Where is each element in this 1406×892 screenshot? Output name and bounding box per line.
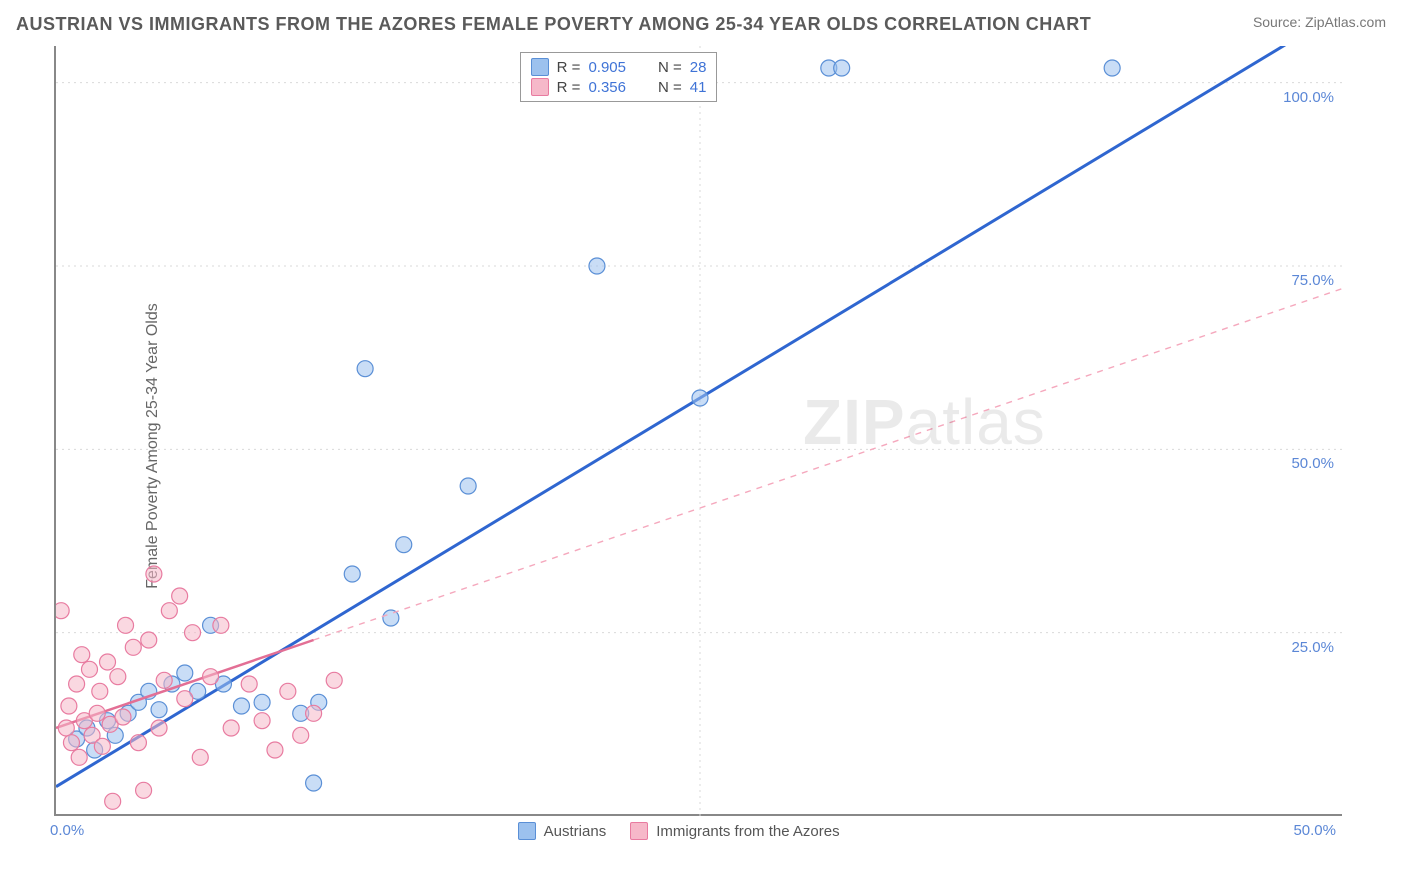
- chart-title: AUSTRIAN VS IMMIGRANTS FROM THE AZORES F…: [16, 14, 1091, 35]
- stat-row: R = 0.905 N = 28: [531, 57, 707, 77]
- stat-r-label: R =: [557, 79, 581, 96]
- y-tick-label: 50.0%: [1291, 455, 1334, 472]
- legend-swatch: [518, 822, 536, 840]
- series-legend: Austrians Immigrants from the Azores: [518, 822, 840, 840]
- stat-n-value: 28: [690, 59, 707, 76]
- plot-area: ZIPatlas R =0.905N =28R =0.356N =41 25.0…: [54, 46, 1342, 816]
- stat-n-label: N =: [658, 59, 682, 76]
- y-tick-label: 25.0%: [1291, 639, 1334, 656]
- chart-container: AUSTRIAN VS IMMIGRANTS FROM THE AZORES F…: [0, 0, 1406, 892]
- y-tick-label: 75.0%: [1291, 272, 1334, 289]
- stat-r-label: R =: [557, 59, 581, 76]
- stat-r-value: 0.905: [588, 59, 626, 76]
- stat-row: R = 0.356 N = 41: [531, 77, 707, 97]
- legend-item: Immigrants from the Azores: [630, 822, 839, 840]
- source-attribution: Source: ZipAtlas.com: [1253, 14, 1386, 30]
- x-tick-label: 0.0%: [50, 822, 84, 839]
- legend-label: Immigrants from the Azores: [656, 823, 839, 840]
- plot-svg: [56, 46, 1344, 816]
- stat-r-value: 0.356: [588, 79, 626, 96]
- stat-n-value: 41: [690, 79, 707, 96]
- correlation-stats-box: R = 0.905 N = 28 R = 0.356 N = 41: [520, 52, 718, 102]
- stat-n-label: N =: [658, 79, 682, 96]
- legend-label: Austrians: [544, 823, 607, 840]
- legend-item: Austrians: [518, 822, 607, 840]
- y-tick-label: 100.0%: [1283, 89, 1334, 106]
- legend-swatch: [531, 78, 549, 96]
- legend-swatch: [531, 58, 549, 76]
- legend-swatch: [630, 822, 648, 840]
- x-tick-label: 50.0%: [1293, 822, 1336, 839]
